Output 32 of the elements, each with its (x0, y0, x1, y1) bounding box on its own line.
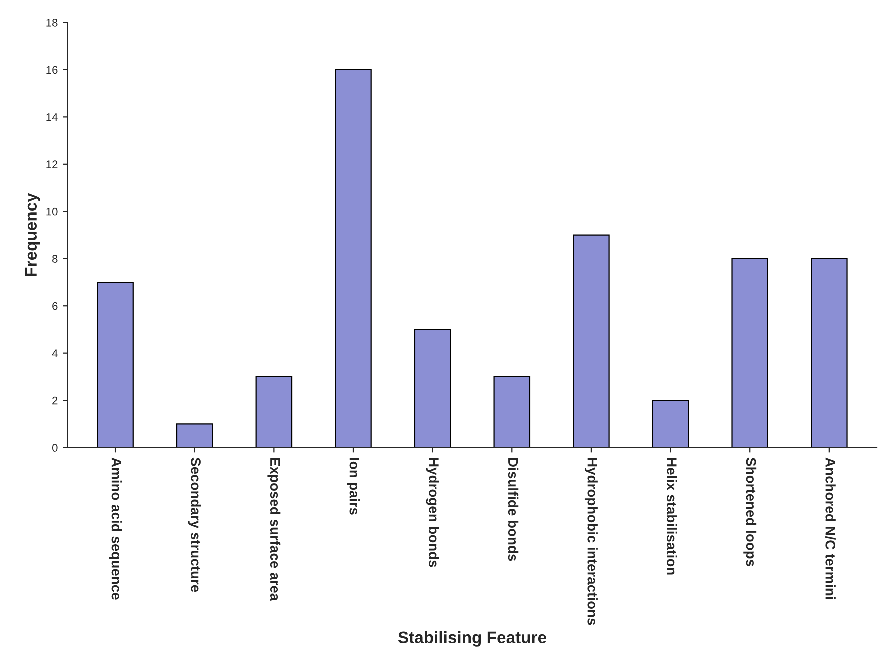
bar (176, 424, 214, 448)
x-tick-label: Secondary structure (188, 458, 202, 592)
y-axis-title: Frequency (25, 193, 40, 276)
bar (414, 329, 452, 448)
bar (732, 258, 769, 448)
bar (97, 282, 134, 448)
bar (652, 400, 690, 448)
y-tick-label: 12 (46, 160, 58, 168)
x-tick-label: Amino acid sequence (109, 458, 122, 600)
y-tick-label: 8 (52, 255, 58, 264)
y-tick-label: 14 (46, 114, 58, 122)
x-tick-label: Disulfide bonds (508, 458, 519, 562)
y-tick-label: 4 (52, 350, 58, 358)
y-tick-label: 16 (46, 66, 58, 74)
x-tick-label: Helix stabilisation (667, 458, 678, 575)
x-tick-label: Hydrogen bonds (426, 458, 440, 568)
bar (335, 69, 372, 448)
x-tick-label: Hydrophobic interactions (584, 458, 598, 626)
y-tick-label: 2 (52, 396, 58, 405)
x-axis-title: Stabilising Feature (398, 631, 546, 647)
bar (573, 234, 610, 448)
x-tick-label: Anchored N/C termini (826, 458, 836, 600)
y-tick-label: 0 (52, 444, 58, 452)
x-tick-label: Exposed surface area (268, 458, 281, 602)
y-tick-label: 18 (46, 18, 58, 27)
bar (256, 376, 293, 448)
x-tick-label: Shortened loops (744, 458, 757, 567)
y-tick-label: 10 (46, 208, 58, 216)
bar (494, 376, 531, 448)
x-tick-label: Ion pairs (347, 458, 360, 515)
bar (811, 258, 848, 448)
y-tick-label: 6 (52, 302, 58, 310)
